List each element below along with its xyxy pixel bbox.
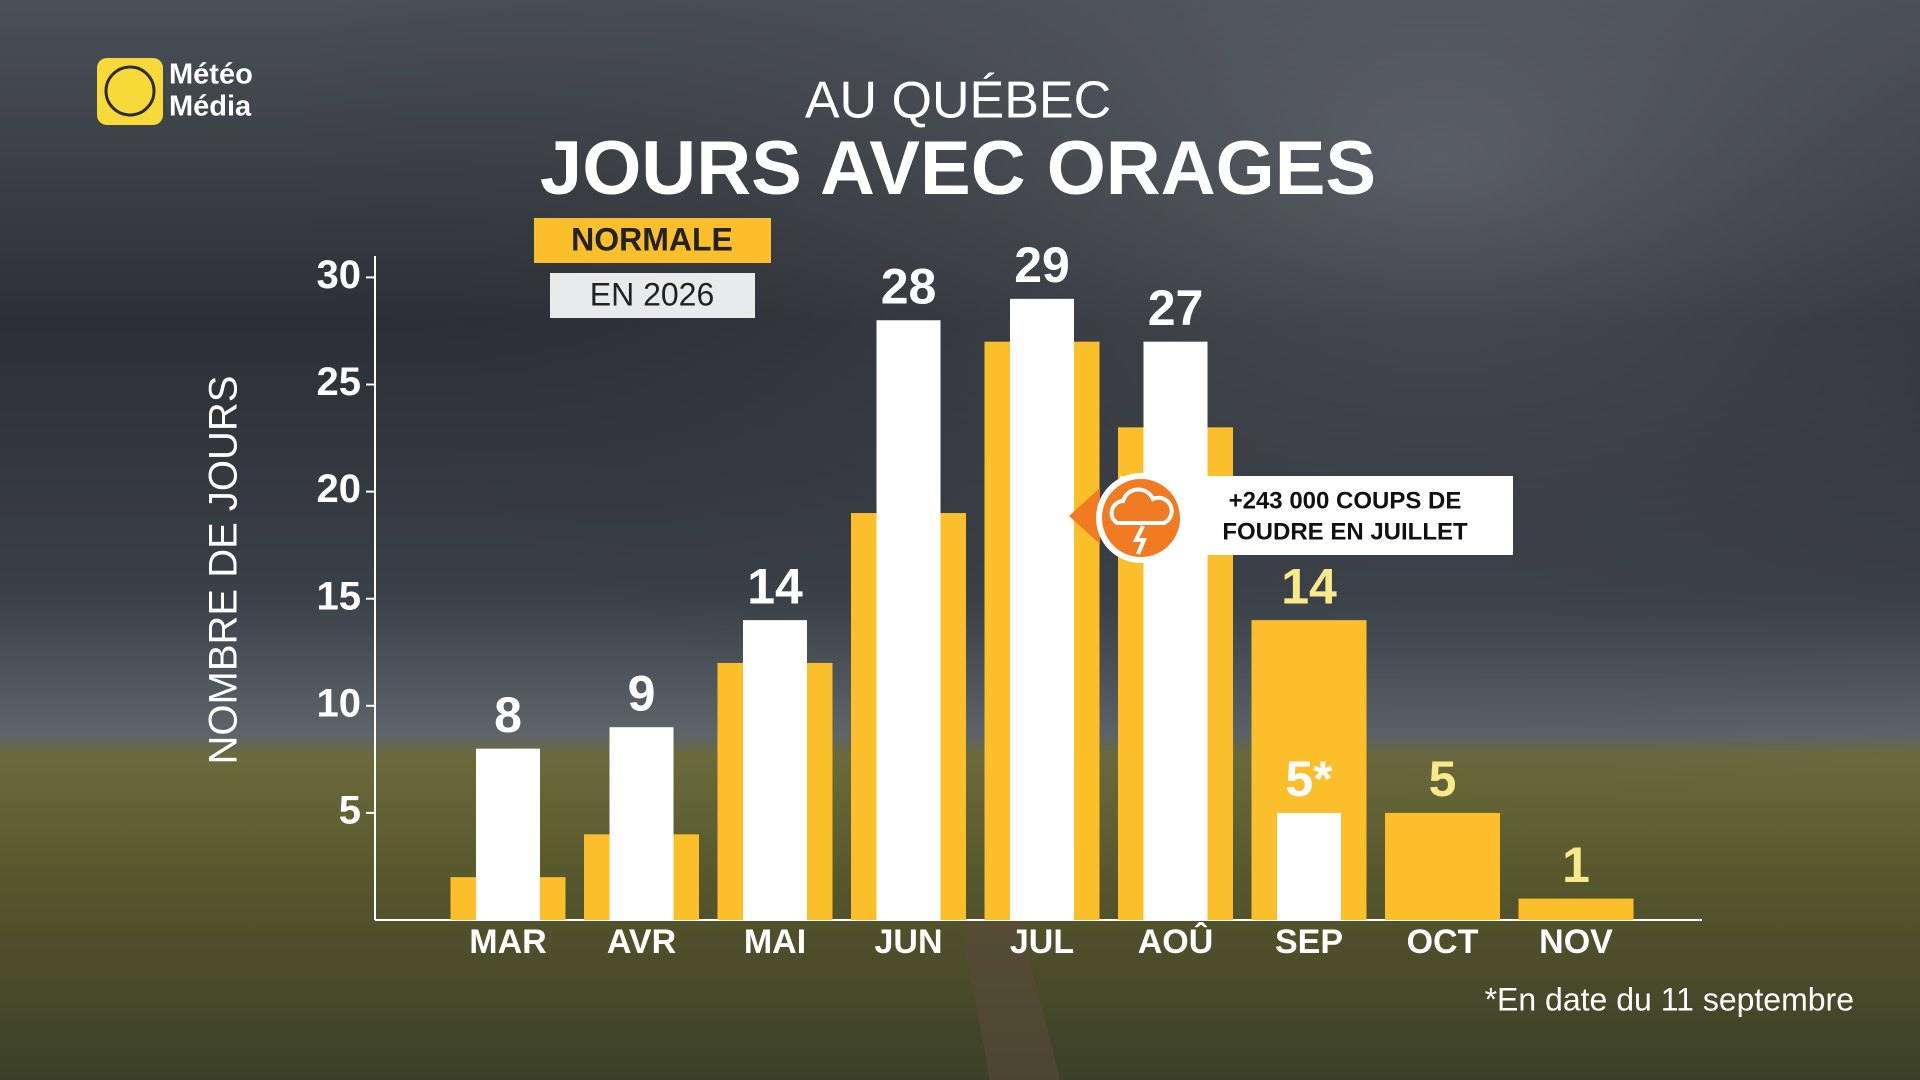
bar [1277,812,1341,920]
y-tick-label: 5 [339,788,361,832]
legend-label: EN 2026 [590,276,715,312]
x-tick-label: OCT [1407,923,1479,961]
y-axis-label: NOMBRE DE JOURS [202,376,246,765]
y-tick-label: 20 [317,467,362,511]
footnote: *En date du 11 septembre [1485,981,1854,1017]
legend-label: NORMALE [571,221,733,257]
x-tick-label: JUN [874,923,942,961]
bar [609,727,674,920]
x-tick-label: SEP [1275,923,1343,961]
y-tick-label: 30 [317,253,362,297]
bar [1385,812,1500,920]
data-label: 14 [1281,558,1337,614]
annotation-text: +243 000 COUPS DE [1229,487,1462,514]
data-label: 14 [747,558,803,614]
y-tick-label: 25 [317,360,362,404]
logo-globe [104,65,156,117]
bar [1143,341,1208,920]
data-label: 28 [881,258,937,314]
logo-text: Média [169,91,252,123]
data-label: 8 [494,687,522,743]
chart-title: JOURS AVEC ORAGES [540,126,1376,211]
data-label: 1 [1562,837,1590,893]
x-tick-label: JUL [1010,923,1074,961]
bar [1518,898,1634,920]
annotation-text: FOUDRE EN JUILLET [1222,518,1468,545]
bar [743,620,807,920]
x-tick-label: MAR [469,923,546,961]
chart-subtitle: AU QUÉBEC [805,72,1111,130]
data-label: 29 [1014,237,1070,293]
y-tick-label: 15 [317,574,362,618]
x-tick-label: AOÛ [1138,922,1214,961]
bar [876,320,941,920]
logo: Météo Média [97,58,253,125]
data-label: 5 [1429,751,1457,807]
annotation-bolt [1132,525,1148,555]
legend-swatch [534,218,771,263]
data-label: 5* [1285,751,1333,807]
y-tick-label: 10 [317,681,362,725]
annotation-cloud [1109,487,1174,525]
logo-text: Météo [169,59,253,91]
legend-swatch [550,273,755,318]
annotation-pointer [1069,488,1100,544]
path-in-field [960,920,1060,1080]
x-tick-label: NOV [1539,923,1613,961]
data-label: 9 [628,665,656,721]
x-tick-label: AVR [607,923,676,961]
x-tick-label: MAI [744,923,806,961]
bar [1010,298,1074,920]
data-label: 27 [1148,280,1204,336]
annotation: +243 000 COUPS DE FOUDRE EN JUILLET [1069,473,1513,563]
bar [476,748,540,920]
